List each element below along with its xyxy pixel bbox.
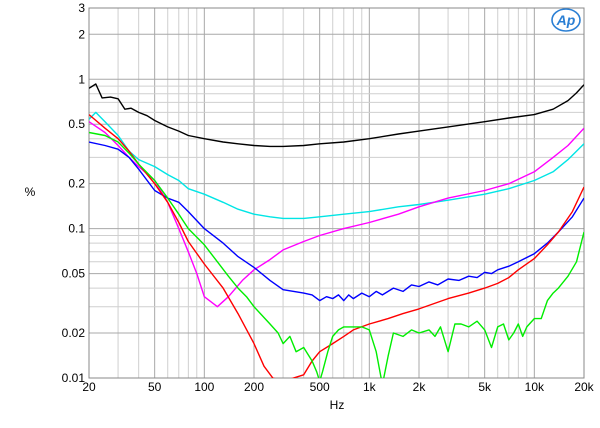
series-group: [89, 83, 584, 378]
ap-logo-icon: Ap: [551, 8, 581, 32]
plot-frame: [88, 7, 585, 379]
x-axis-label: Hz: [330, 398, 345, 412]
x-tick-label: 5k: [478, 380, 492, 394]
y-tick-label: 0.5: [68, 117, 85, 131]
y-tick-label: 2: [78, 27, 85, 41]
x-tick-label: 50: [148, 380, 162, 394]
x-tick-label: 20: [82, 380, 96, 394]
x-tick-label: 2k: [413, 380, 427, 394]
x-tick-label: 20k: [574, 380, 594, 394]
y-tick-label: 0.05: [62, 267, 86, 281]
y-tick-label: 3: [78, 1, 85, 15]
y-tick-label: 0.1: [68, 222, 85, 236]
x-tick-label: 10k: [525, 380, 545, 394]
x-tick-label: 500: [310, 380, 330, 394]
y-tick-label: 0.2: [68, 177, 85, 191]
y-axis-label: %: [25, 185, 36, 199]
plot-area: [89, 8, 584, 378]
series-line-2: [89, 111, 584, 220]
logo-text: Ap: [556, 12, 576, 28]
y-tick-label: 1: [78, 72, 85, 86]
series-line-1: [89, 83, 584, 148]
x-tick-label: 100: [194, 380, 214, 394]
y-tick-labels: 3 2 1 0.5 0.2 0.1 0.05 0.02 0.01: [62, 1, 86, 385]
x-tick-label: 1k: [363, 380, 377, 394]
y-tick-label: 0.02: [62, 326, 86, 340]
series-line-5: [89, 114, 584, 378]
plot-grid: [88, 7, 585, 379]
series-line-6: [89, 131, 584, 378]
x-tick-labels: 20 50 100 200 500 1k 2k 5k 10k 20k: [82, 380, 594, 394]
series-line-4: [89, 141, 584, 302]
y-tick-label: 0.01: [62, 371, 86, 385]
x-tick-label: 200: [244, 380, 264, 394]
